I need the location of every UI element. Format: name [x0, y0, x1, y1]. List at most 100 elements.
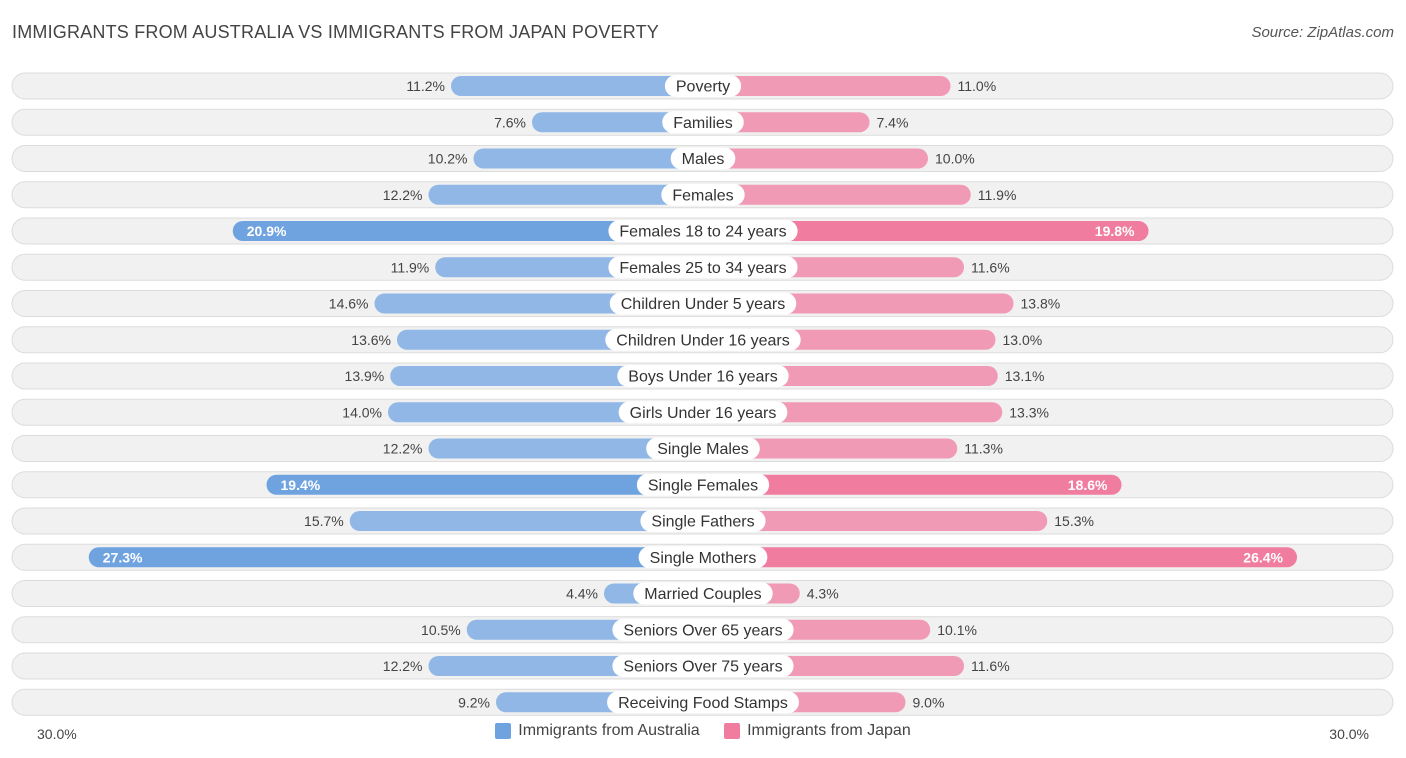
value-label-japan-single-males: 11.3% [964, 441, 1003, 457]
value-label-australia-single-mothers: 27.3% [103, 549, 143, 565]
value-label-japan-families: 7.4% [877, 114, 909, 130]
value-label-australia-seniors-over-75-years: 12.2% [383, 658, 423, 674]
category-label-seniors-over-65-years: Seniors Over 65 years [623, 622, 782, 639]
bar-japan-single-males [693, 438, 958, 459]
row-single-fathers: 15.7% 15.3% Single Fathers [11, 507, 1394, 535]
category-pill [661, 183, 745, 206]
bar-japan-males [693, 148, 928, 169]
category-pill [612, 618, 794, 641]
row-seniors-over-75-years: 12.2% 11.6% Seniors Over 75 years [11, 652, 1394, 680]
category-label-single-mothers: Single Mothers [650, 550, 757, 567]
value-label-japan-receiving-food-stamps: 9.0% [913, 694, 945, 710]
value-label-japan-married-couples: 4.3% [807, 586, 839, 602]
row-families: 7.6% 7.4% Families [11, 108, 1394, 136]
row-married-couples: 4.4% 4.3% Married Couples [11, 580, 1394, 607]
legend-swatch-australia [495, 723, 512, 739]
bar-japan-females-18-to-24-years [693, 221, 1149, 241]
value-label-australia-receiving-food-stamps: 9.2% [458, 694, 490, 710]
axis-label-left: 30.0% [37, 726, 77, 742]
chart-legend: Immigrants from Australia Immigrants fro… [0, 722, 1406, 744]
value-label-australia-families: 7.6% [494, 114, 526, 130]
row-seniors-over-65-years: 10.5% 10.1% Seniors Over 65 years [11, 616, 1394, 644]
value-label-australia-children-under-5-years: 14.6% [329, 296, 369, 312]
row-single-mothers: 27.3% 26.4% Single Mothers [11, 543, 1394, 571]
category-pill [633, 582, 773, 605]
category-pill [640, 510, 766, 532]
category-label-females-18-to-24-years: Females 18 to 24 years [619, 224, 786, 241]
row-females: 12.2% 11.9% Females [11, 181, 1394, 209]
category-pill [646, 437, 760, 460]
category-label-seniors-over-75-years: Seniors Over 75 years [623, 659, 782, 676]
category-label-receiving-food-stamps: Receiving Food Stamps [618, 695, 788, 712]
value-label-japan-seniors-over-75-years: 11.6% [971, 658, 1010, 674]
category-pill [608, 256, 798, 279]
row-females-25-to-34-years: 11.9% 11.6% Females 25 to 34 years [11, 253, 1394, 281]
category-label-children-under-16-years: Children Under 16 years [616, 332, 789, 349]
category-pill [605, 328, 801, 351]
row-children-under-16-years: 13.6% 13.0% Children Under 16 years [11, 326, 1394, 354]
bar-australia-single-males [428, 438, 713, 459]
category-pill [662, 111, 744, 134]
value-label-japan-single-mothers: 26.4% [1243, 549, 1283, 565]
category-label-children-under-5-years: Children Under 5 years [621, 296, 786, 313]
legend-label-australia: Immigrants from Australia [518, 722, 700, 739]
category-label-poverty: Poverty [676, 79, 730, 96]
value-label-japan-females: 11.9% [978, 187, 1017, 203]
category-label-married-couples: Married Couples [644, 586, 761, 603]
category-pill [636, 473, 770, 496]
category-pill [664, 75, 742, 97]
category-pill [609, 292, 797, 315]
chart-title: IMMIGRANTS FROM AUSTRALIA VS IMMIGRANTS … [12, 22, 660, 42]
value-label-australia-single-females: 19.4% [281, 477, 321, 493]
value-label-australia-females: 12.2% [383, 187, 423, 203]
row-males: 10.2% 10.0% Males [11, 145, 1394, 172]
value-label-australia-girls-under-16-years: 14.0% [342, 404, 382, 420]
category-label-single-females: Single Females [648, 477, 758, 494]
value-label-australia-seniors-over-65-years: 10.5% [421, 622, 461, 638]
value-label-japan-males: 10.0% [935, 151, 975, 167]
bar-japan-single-females [693, 474, 1122, 495]
bar-japan-single-fathers [693, 511, 1048, 531]
value-label-japan-single-fathers: 15.3% [1054, 513, 1094, 529]
bar-japan-females [693, 184, 971, 205]
value-label-japan-children-under-5-years: 13.8% [1021, 296, 1061, 312]
value-label-australia-females-18-to-24-years: 20.9% [247, 223, 287, 239]
value-label-australia-poverty: 11.2% [406, 78, 445, 94]
category-label-girls-under-16-years: Girls Under 16 years [630, 405, 777, 422]
chart-source: Source: ZipAtlas.com [1251, 24, 1394, 41]
bar-australia-single-females [266, 474, 713, 495]
value-label-australia-males: 10.2% [428, 151, 468, 167]
value-label-japan-boys-under-16-years: 13.1% [1005, 368, 1045, 384]
category-pill [612, 655, 794, 677]
legend-item-australia[interactable]: Immigrants from Australia [495, 722, 700, 740]
value-label-australia-single-males: 12.2% [383, 441, 423, 457]
row-single-males: 12.2% 11.3% Single Males [11, 435, 1394, 462]
value-label-japan-children-under-16-years: 13.0% [1003, 332, 1043, 348]
value-label-japan-single-females: 18.6% [1068, 477, 1108, 493]
bar-australia-single-fathers [349, 511, 713, 531]
bar-australia-single-mothers [88, 547, 713, 568]
category-pill [670, 147, 736, 170]
row-poverty: 11.2% 11.0% Poverty [11, 72, 1394, 100]
category-pill [617, 365, 789, 387]
legend-label-japan: Immigrants from Japan [747, 722, 911, 739]
category-pill [608, 220, 798, 242]
legend-item-japan[interactable]: Immigrants from Japan [724, 722, 911, 740]
value-label-australia-boys-under-16-years: 13.9% [345, 368, 385, 384]
row-receiving-food-stamps: 9.2% 9.0% Receiving Food Stamps [11, 688, 1394, 716]
category-pill [607, 691, 799, 714]
value-label-australia-married-couples: 4.4% [566, 586, 598, 602]
value-label-australia-single-fathers: 15.7% [304, 513, 344, 529]
bar-australia-males [473, 148, 713, 169]
row-females-18-to-24-years: 20.9% 19.8% Females 18 to 24 years [11, 217, 1394, 245]
row-boys-under-16-years: 13.9% 13.1% Boys Under 16 years [11, 362, 1394, 390]
category-label-boys-under-16-years: Boys Under 16 years [628, 369, 777, 386]
value-label-japan-females-25-to-34-years: 11.6% [971, 259, 1010, 275]
category-label-single-males: Single Males [657, 441, 749, 458]
category-label-families: Families [673, 115, 733, 132]
value-label-japan-females-18-to-24-years: 19.8% [1095, 223, 1135, 239]
value-label-japan-girls-under-16-years: 13.3% [1009, 404, 1049, 420]
bar-japan-single-mothers [693, 547, 1297, 568]
value-label-australia-females-25-to-34-years: 11.9% [391, 259, 430, 275]
